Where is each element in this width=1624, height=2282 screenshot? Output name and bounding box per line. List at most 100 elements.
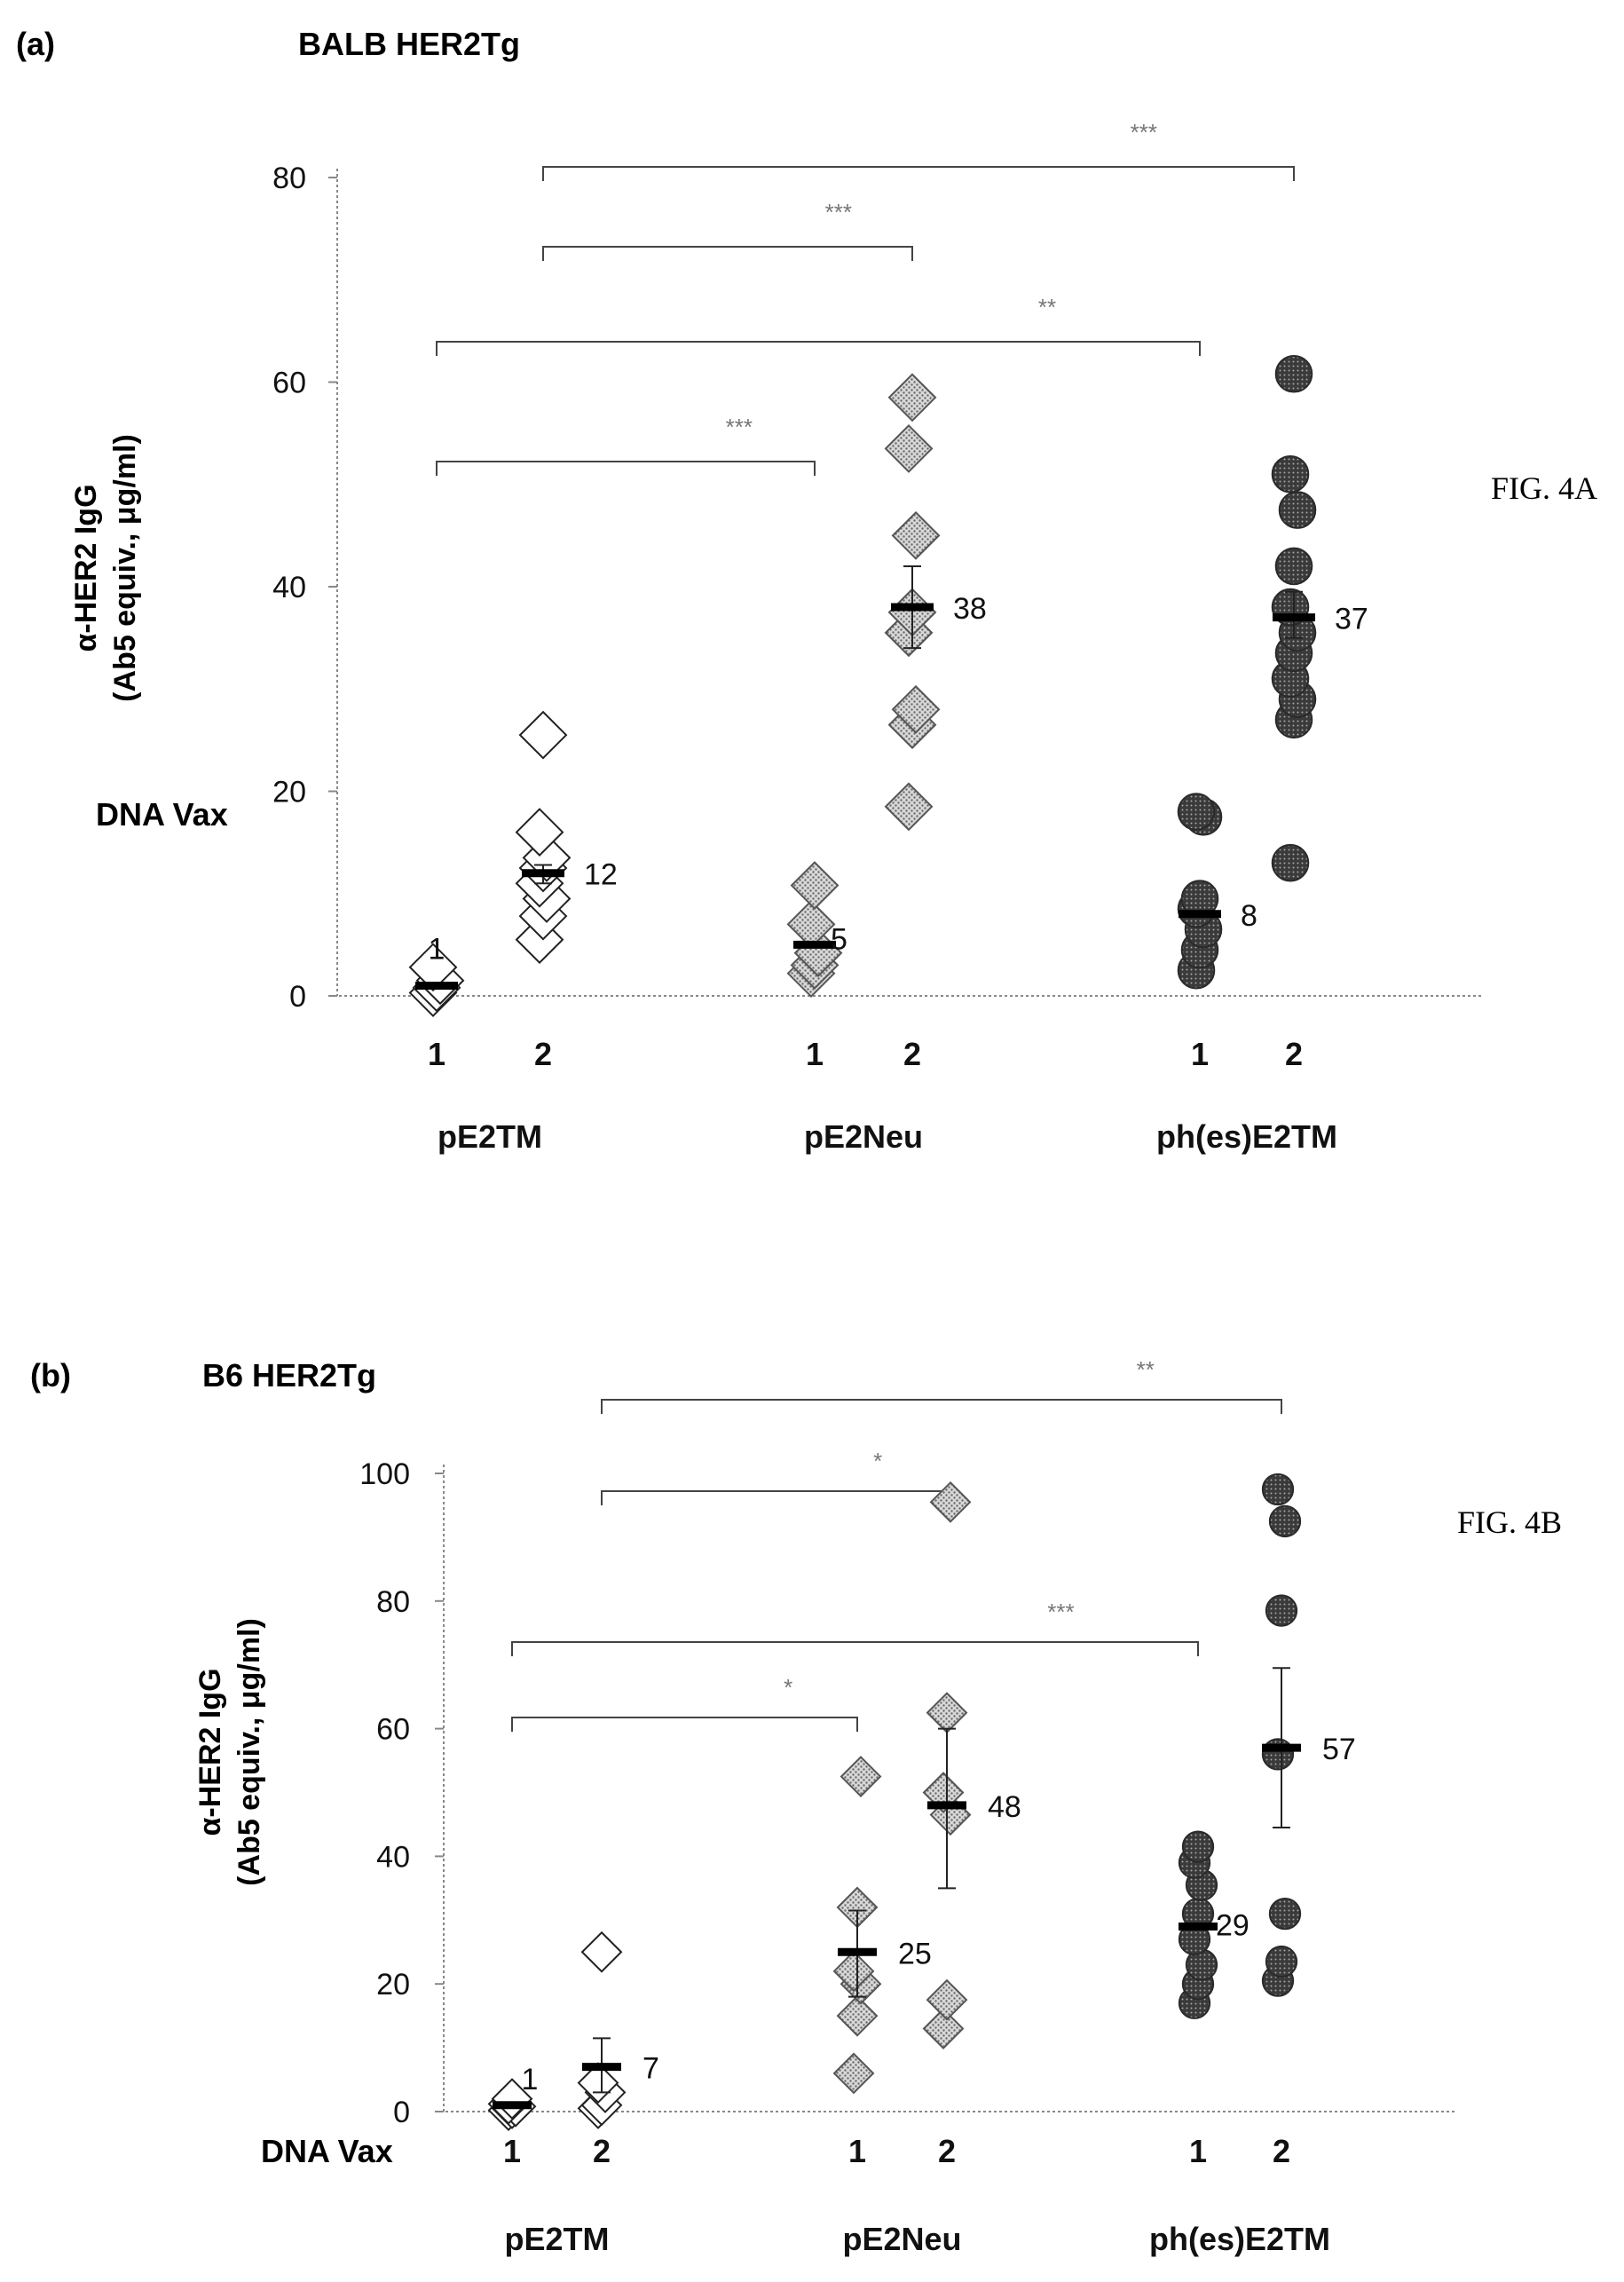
y-tick-label: 100 xyxy=(359,1457,410,1491)
data-point xyxy=(926,1978,968,2021)
significance-label: *** xyxy=(825,199,852,225)
data-point xyxy=(1181,1830,1215,1863)
significance-label: *** xyxy=(1047,1599,1074,1625)
data-point xyxy=(408,943,458,992)
group-label: ph(es)E2TM xyxy=(1149,2221,1330,2257)
dose-label: 2 xyxy=(938,2133,956,2169)
mean-value-label: 37 xyxy=(1335,603,1368,636)
significance-label: * xyxy=(784,1674,792,1701)
group-label: pE2Neu xyxy=(804,1118,923,1155)
y-tick-label: 40 xyxy=(272,571,306,604)
panel-b-y-axis-title: α-HER2 IgG (Ab5 equiv., μg/ml) xyxy=(193,1618,266,1886)
dose-label: 1 xyxy=(1191,1036,1209,1072)
panel-a-ylabel-line1: α-HER2 IgG xyxy=(69,484,103,651)
data-point xyxy=(832,1950,875,1993)
data-point xyxy=(1274,355,1313,393)
data-point xyxy=(1271,843,1310,882)
panel-a-label: (a) xyxy=(16,26,55,62)
significance-label: *** xyxy=(1131,119,1157,146)
dose-label: 2 xyxy=(1273,2133,1290,2169)
data-point xyxy=(836,1994,879,2037)
mean-value-label: 12 xyxy=(584,858,618,892)
significance-bracket xyxy=(511,1641,1199,1656)
mean-value-label: 5 xyxy=(831,922,847,956)
data-point xyxy=(929,1481,972,1523)
dose-label: 1 xyxy=(806,1036,824,1072)
data-point xyxy=(926,1692,968,1734)
panel-a-figure-label: FIG. 4A xyxy=(1491,470,1597,506)
data-point xyxy=(891,510,941,560)
y-tick-label: 0 xyxy=(393,2096,410,2129)
data-point xyxy=(1265,1594,1298,1627)
significance-bracket xyxy=(601,1399,1282,1414)
panel-b-ylabel-line2: (Ab5 equiv., μg/ml) xyxy=(233,1618,266,1886)
group-label: pE2Neu xyxy=(842,2221,961,2257)
panel-a-ylabel-line2: (Ab5 equiv., μg/ml) xyxy=(108,434,142,702)
data-point xyxy=(887,373,937,422)
data-point xyxy=(1261,1473,1295,1506)
significance-bracket xyxy=(601,1490,948,1505)
dose-label: 2 xyxy=(1285,1036,1303,1072)
significance-label: * xyxy=(873,1448,882,1474)
panel-a: (a) BALB HER2Tg FIG. 4A DNA Vax α-HER2 I… xyxy=(16,26,1597,1155)
y-tick-label: 60 xyxy=(272,367,306,400)
data-point xyxy=(790,861,840,910)
significance-bracket xyxy=(542,246,913,261)
data-point xyxy=(515,808,564,857)
panel-b-plot: 020406080100*******pE2TM1127pE2Neu125248… xyxy=(359,1356,1455,2257)
panel-b-figure-label: FIG. 4B xyxy=(1457,1504,1562,1540)
mean-value-label: 57 xyxy=(1322,1733,1356,1766)
dose-label: 1 xyxy=(1189,2133,1207,2169)
mean-value-label: 8 xyxy=(1241,899,1257,933)
panel-b-x-row-label: DNA Vax xyxy=(261,2133,393,2169)
significance-bracket xyxy=(436,461,816,476)
mean-value-label: 48 xyxy=(988,1790,1021,1824)
significance-label: ** xyxy=(1038,294,1056,320)
mean-value-label: 25 xyxy=(898,1937,932,1970)
mean-value-label: 1 xyxy=(429,932,445,966)
data-point xyxy=(1177,793,1216,831)
y-tick-label: 80 xyxy=(272,162,306,195)
data-point xyxy=(884,423,934,473)
data-point xyxy=(922,2008,965,2049)
panel-b-title: B6 HER2Tg xyxy=(202,1357,376,1394)
data-point xyxy=(518,710,568,760)
significance-label: ** xyxy=(1137,1356,1155,1383)
panel-b: (b) B6 HER2Tg FIG. 4B DNA Vax α-HER2 IgG… xyxy=(30,1356,1562,2257)
dose-label: 2 xyxy=(593,2133,611,2169)
data-point xyxy=(1268,1897,1302,1931)
data-point xyxy=(1271,454,1310,494)
panel-a-plot: 020406080***********pE2TM11212pE2Neu1523… xyxy=(272,119,1482,1155)
dose-label: 1 xyxy=(428,1036,445,1072)
data-point xyxy=(884,782,934,832)
data-point xyxy=(1278,491,1317,529)
y-tick-label: 0 xyxy=(289,980,306,1014)
panel-b-label: (b) xyxy=(30,1357,71,1394)
panel-a-title: BALB HER2Tg xyxy=(298,26,520,62)
panel-b-ylabel-line1: α-HER2 IgG xyxy=(193,1668,227,1836)
significance-bracket xyxy=(436,341,1201,356)
data-point xyxy=(832,2052,875,2095)
group-label: ph(es)E2TM xyxy=(1156,1118,1337,1155)
y-tick-label: 20 xyxy=(376,1968,410,2002)
y-tick-label: 80 xyxy=(376,1585,410,1619)
y-tick-label: 40 xyxy=(376,1840,410,1874)
data-point xyxy=(840,1756,882,1797)
y-tick-label: 20 xyxy=(272,776,306,809)
data-point xyxy=(1265,1945,1298,1978)
significance-bracket xyxy=(511,1717,858,1732)
panel-a-y-axis-title: α-HER2 IgG (Ab5 equiv., μg/ml) xyxy=(69,434,142,702)
mean-value-label: 7 xyxy=(643,2052,659,2086)
group-label: pE2TM xyxy=(504,2221,609,2257)
data-point xyxy=(1261,1738,1295,1771)
data-point xyxy=(580,1931,623,1973)
dose-label: 1 xyxy=(848,2133,866,2169)
y-tick-label: 60 xyxy=(376,1713,410,1747)
mean-value-label: 1 xyxy=(522,2063,539,2096)
data-point xyxy=(891,684,941,734)
data-point xyxy=(1268,1504,1302,1538)
dose-label: 2 xyxy=(534,1036,552,1072)
mean-value-label: 29 xyxy=(1216,1908,1250,1942)
mean-value-label: 38 xyxy=(953,592,987,626)
